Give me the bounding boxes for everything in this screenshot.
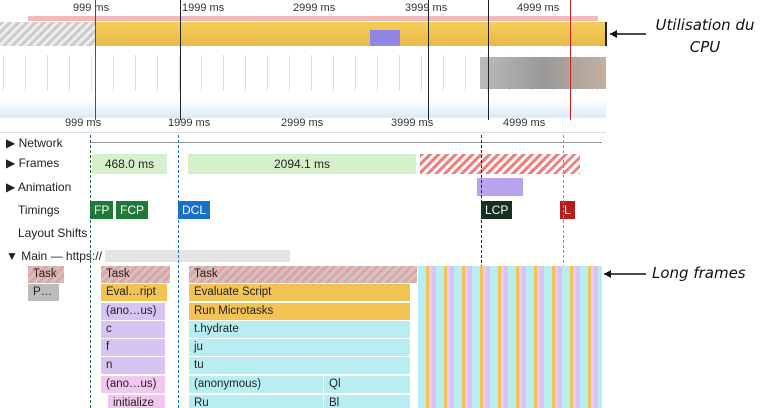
block-label: Ql	[329, 378, 341, 390]
track-label[interactable]: ▶ Network	[6, 136, 63, 150]
blurred-url	[105, 250, 290, 262]
marker-line	[488, 0, 489, 120]
timing-marker[interactable]: FP	[90, 201, 114, 219]
block-label: tu	[194, 359, 204, 371]
flame-block[interactable]: tu	[189, 357, 411, 374]
flame-block[interactable]: initialize	[108, 395, 166, 408]
flame-block[interactable]: n	[101, 357, 166, 374]
flame-block[interactable]: (ano…us)	[101, 376, 166, 393]
block-label: Eval…ript	[106, 286, 156, 298]
dropped-frames	[420, 154, 580, 174]
cpu-idle	[0, 22, 95, 46]
frame: 468.0 ms	[92, 154, 167, 174]
block-label: Bl	[329, 397, 340, 408]
track-name[interactable]: Frames	[18, 156, 60, 170]
flame-block[interactable]: ju	[189, 339, 411, 356]
flame-block[interactable]: Bl	[324, 395, 411, 408]
overview-tick: 1999 ms	[182, 2, 225, 14]
track-name[interactable]: Network	[18, 136, 63, 150]
track-label[interactable]: ▶ Animation	[6, 180, 72, 194]
animation	[477, 178, 523, 196]
ruler-tick: 2999 ms	[281, 117, 324, 129]
long-task[interactable]: Task	[28, 266, 65, 283]
track-name[interactable]: Main — https://	[21, 249, 102, 263]
block-label: Task	[194, 268, 218, 280]
block-label: (anonymous)	[194, 378, 262, 390]
annotation: Utilisation du CPU	[655, 16, 755, 56]
overview: 999 ms 1999 ms 2999 ms 3999 ms 4999 ms	[0, 0, 607, 120]
long-task[interactable]: Task	[189, 266, 418, 283]
ruler-tick: 999 ms	[65, 117, 102, 129]
flame-block[interactable]: Ql	[324, 376, 411, 393]
ruler-tick: 1999 ms	[168, 117, 211, 129]
marker-line	[178, 135, 180, 408]
flame-block[interactable]: c	[101, 321, 166, 338]
block-label: (ano…us)	[106, 305, 157, 317]
cpu-scripting	[370, 30, 400, 46]
block-label: Ru	[194, 397, 209, 408]
network-line	[90, 142, 602, 143]
frame-duration: 468.0 ms	[104, 157, 155, 171]
marker-line	[428, 0, 429, 120]
marker-line	[90, 135, 92, 408]
overview-tick: 2999 ms	[293, 2, 336, 14]
long-task[interactable]: Task	[101, 266, 171, 283]
block-label: Run Microtasks	[194, 305, 274, 317]
block-label: n	[106, 359, 113, 371]
flame-block[interactable]: Evaluate Script	[189, 284, 411, 301]
block-label: Task	[106, 268, 130, 280]
timing-marker[interactable]: LCP	[481, 201, 513, 219]
block-label: Task	[33, 268, 57, 280]
flame-block[interactable]: f	[101, 339, 166, 356]
block-label: P…	[33, 286, 53, 298]
block-label: (ano…us)	[106, 378, 157, 390]
flame-block[interactable]: Run Microtasks	[189, 303, 411, 320]
frame-duration: 2094.1 ms	[273, 157, 331, 171]
flame-block[interactable]: Ru	[189, 395, 324, 408]
arrow-head	[610, 30, 617, 38]
marker-line	[180, 0, 181, 120]
flame-block[interactable]: t.hydrate	[189, 321, 411, 338]
block-label: t.hydrate	[194, 323, 239, 335]
frame: 2094.1 ms	[188, 154, 416, 174]
flame-block[interactable]: Eval…ript	[101, 284, 168, 301]
ruler-tick: 3999 ms	[391, 117, 434, 129]
track-name: Timings	[18, 203, 60, 217]
track-label[interactable]: ▶ Frames	[6, 156, 60, 170]
overview-tick: 4999 ms	[517, 2, 560, 14]
annotation: Long frames	[652, 264, 746, 282]
selection-handle[interactable]	[605, 22, 607, 46]
long-task-strip	[28, 16, 598, 21]
timing-marker[interactable]: DCL	[178, 201, 211, 219]
flame-block[interactable]: (ano…us)	[101, 303, 166, 320]
flame-block[interactable]: P…	[28, 284, 60, 301]
overview-tick: 3999 ms	[405, 2, 448, 14]
timing-marker[interactable]: FCP	[116, 201, 148, 219]
block-label: Evaluate Script	[194, 286, 272, 298]
arrow-head	[604, 270, 611, 278]
block-label: initialize	[113, 397, 154, 408]
ruler: 999 ms 1999 ms 2999 ms 3999 ms 4999 ms	[0, 116, 606, 133]
marker-line	[95, 0, 96, 120]
memory-chart	[0, 100, 606, 118]
cpu-chart	[0, 22, 606, 46]
overview-tick: 999 ms	[73, 2, 110, 14]
marker-line	[570, 0, 571, 120]
track-name: Layout Shifts	[18, 226, 88, 240]
annotation-arrows	[604, 30, 646, 278]
track-name[interactable]: Animation	[17, 180, 72, 194]
block-label: ju	[194, 341, 203, 353]
screenshots-loaded	[480, 57, 606, 89]
block-label: c	[106, 323, 112, 335]
ruler-tick: 4999 ms	[503, 117, 546, 129]
block-label: f	[106, 341, 110, 353]
flame-tail	[418, 266, 602, 408]
flame-block[interactable]: (anonymous)	[189, 376, 324, 393]
track-label[interactable]: ▼ Main — https://	[6, 249, 102, 263]
